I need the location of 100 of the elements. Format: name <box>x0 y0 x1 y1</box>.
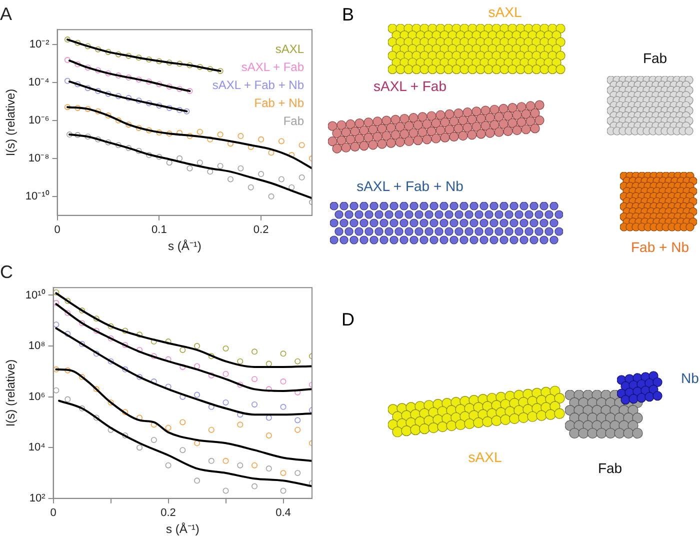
point <box>194 478 200 484</box>
point <box>84 85 91 92</box>
point <box>288 152 295 158</box>
point <box>294 426 301 433</box>
point <box>268 193 274 200</box>
point <box>180 419 186 426</box>
point <box>166 104 172 111</box>
point <box>122 366 128 372</box>
point <box>74 61 81 68</box>
point <box>95 108 102 114</box>
point <box>248 144 254 150</box>
point <box>156 102 162 109</box>
point <box>222 488 229 494</box>
point <box>166 84 172 90</box>
point <box>79 341 86 348</box>
point <box>208 372 214 378</box>
point <box>108 335 114 342</box>
point <box>79 320 86 326</box>
point <box>176 107 183 114</box>
point <box>268 150 274 156</box>
chart-title: C <box>0 262 13 282</box>
point <box>146 78 152 85</box>
text: sAXL <box>468 449 502 465</box>
point <box>238 165 244 172</box>
point <box>115 72 122 79</box>
y-tick-label: 10⁻¹⁰ <box>25 189 50 202</box>
point <box>252 348 258 355</box>
text: Fab <box>283 114 304 128</box>
point <box>156 154 162 160</box>
chart-title: A <box>0 4 12 24</box>
point <box>237 358 244 364</box>
point <box>136 54 142 61</box>
y-tick-label: 10⁻⁴ <box>28 76 50 88</box>
point <box>196 128 203 135</box>
point <box>196 160 203 166</box>
point <box>280 378 286 385</box>
x-tick-label: 0.2 <box>160 507 176 520</box>
point <box>258 171 264 178</box>
x-tick-label: 0.4 <box>276 507 291 520</box>
point <box>74 40 81 46</box>
y-tick-label: 10⁻⁸ <box>28 152 50 164</box>
text: Fab + Nb <box>254 96 304 110</box>
point <box>180 346 186 353</box>
point <box>222 370 229 377</box>
point <box>84 43 91 50</box>
point <box>79 374 86 380</box>
point <box>180 364 186 370</box>
text: Fab <box>598 460 622 476</box>
point <box>166 130 172 137</box>
point <box>150 353 157 360</box>
point <box>136 76 142 83</box>
point <box>194 440 200 446</box>
point <box>126 145 132 152</box>
point <box>64 104 70 110</box>
point <box>288 184 295 190</box>
point <box>136 444 143 451</box>
point <box>64 57 70 64</box>
point <box>146 56 152 63</box>
text: D <box>342 310 354 330</box>
point <box>165 462 172 468</box>
x-tick-label: 0.2 <box>253 224 269 236</box>
point <box>166 60 172 66</box>
line-series <box>58 400 312 488</box>
point <box>207 66 214 72</box>
y-tick-label: 10⁶ <box>28 390 46 403</box>
point <box>166 160 172 166</box>
point <box>176 130 183 136</box>
point <box>74 81 81 88</box>
point <box>105 70 112 76</box>
point <box>176 155 183 162</box>
point <box>237 462 244 468</box>
point <box>238 133 244 140</box>
point <box>136 346 143 353</box>
point <box>64 36 70 43</box>
point <box>95 88 102 94</box>
x-tick-label: 0 <box>50 507 56 520</box>
point <box>122 342 128 348</box>
text: Fab <box>642 50 668 66</box>
point <box>115 51 122 58</box>
point <box>176 60 183 67</box>
y-tick-label: 10¹⁰ <box>25 288 46 302</box>
point <box>95 136 102 142</box>
point <box>74 132 81 138</box>
y-axis-title: I(s) (relative) <box>4 88 18 156</box>
point <box>278 138 284 144</box>
point <box>156 58 162 64</box>
point <box>252 376 258 382</box>
point <box>105 139 112 146</box>
point <box>53 366 60 372</box>
point <box>217 132 224 138</box>
point <box>194 392 200 398</box>
y-tick-label: 10⁴ <box>28 442 46 454</box>
text: sAXL + Fab <box>373 78 447 94</box>
text: sAXL <box>275 42 304 56</box>
point <box>252 483 258 490</box>
y-axis-title: I(s) (relative) <box>4 359 18 427</box>
point <box>150 338 157 345</box>
point <box>64 310 71 316</box>
point <box>266 466 272 472</box>
point <box>95 46 102 52</box>
